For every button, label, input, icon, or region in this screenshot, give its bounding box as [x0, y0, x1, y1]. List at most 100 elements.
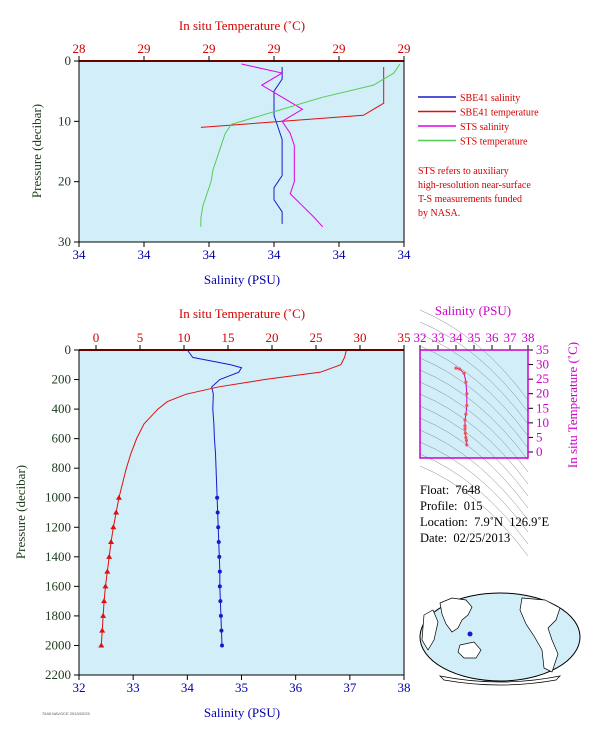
ts-point: [462, 371, 466, 375]
location: Location: 7.9˚N 126.9˚E: [420, 515, 550, 529]
ts-density-contour: [419, 321, 529, 413]
bot-temperature-marker: [104, 568, 111, 574]
ts-density-contour: [419, 369, 529, 461]
ts-density-contour: [419, 333, 529, 425]
top-sal-tick-label: 34: [398, 247, 412, 262]
top-pressure-ticks: 0 10 20 30: [58, 53, 79, 249]
bot-pres-tick-label: 400: [52, 401, 72, 416]
map-americas-landmass: [519, 597, 561, 673]
legend-label: STS temperature: [460, 137, 528, 148]
ts-sal-tick-label: 32: [414, 330, 427, 345]
top-sal-tick-label: 34: [138, 247, 152, 262]
legend-note-line-1: STS refers to auxiliary: [418, 166, 509, 177]
bot-salinity-marker: [218, 599, 223, 604]
bot-sal-tick-label: 35: [235, 680, 248, 695]
top-sal-tick-label: 34: [203, 247, 217, 262]
top-sbe41-salinity-line: [273, 67, 283, 224]
bot-pres-tick-label: 2000: [45, 637, 71, 652]
profile-number: Profile: 015: [420, 499, 483, 513]
ts-point: [454, 366, 458, 370]
ts-salinity-axis-title: Salinity (PSU): [435, 303, 511, 318]
bot-pres-tick-label: 1800: [45, 608, 71, 623]
ts-diagram-panel: Salinity (PSU) 32 33 34 35 36 37 38 3530252015…: [414, 303, 580, 557]
top-sts-salinity-line: [241, 63, 324, 228]
bot-temp-tick-label: 15: [222, 330, 235, 345]
bot-sal-tick-label: 33: [127, 680, 140, 695]
ts-density-contour: [419, 309, 529, 401]
world-map: [419, 592, 581, 686]
bot-sal-tick-label: 36: [289, 680, 303, 695]
bot-pres-tick-label: 200: [52, 372, 72, 387]
ts-density-contour: [419, 429, 529, 521]
bot-temp-tick-label: 20: [266, 330, 279, 345]
bot-temperature-marker: [98, 642, 105, 648]
bottom-plot-background: [79, 350, 404, 675]
bot-sal-tick-label: 34: [181, 680, 195, 695]
bot-temperature-marker: [108, 539, 115, 545]
top-sal-tick-label: 34: [268, 247, 282, 262]
bot-salinity-marker: [217, 584, 222, 589]
bottom-pressure-axis-title: Pressure (decibar): [13, 465, 28, 559]
top-pres-tick-label: 30: [58, 234, 71, 249]
ts-point: [463, 418, 467, 422]
ts-sal-tick-label: 33: [432, 330, 445, 345]
legend-label: STS salinity: [460, 122, 509, 133]
legend-label: SBE41 salinity: [460, 93, 520, 104]
bot-pres-tick-label: 1400: [45, 549, 71, 564]
ts-density-contour: [419, 417, 529, 509]
ts-density-contour: [419, 441, 529, 533]
top-temp-tick-label: 29: [333, 41, 346, 56]
legend: SBE41 salinity SBE41 temperature STS salin…: [418, 93, 539, 219]
ts-temp-tick-label: 0: [536, 444, 543, 459]
top-temp-tick-label: 29: [268, 41, 281, 56]
bot-temp-tick-label: 35: [398, 330, 411, 345]
map-asia-landmass: [439, 597, 473, 633]
bottom-plot-frame: [78, 349, 405, 676]
legend-note-line-4: by NASA.: [418, 208, 460, 219]
ts-density-contours: [419, 309, 529, 557]
ts-sal-tick-label: 35: [468, 330, 481, 345]
bot-temperature-marker: [110, 524, 117, 530]
top-pres-tick-label: 10: [58, 113, 71, 128]
ts-point: [463, 424, 467, 428]
float-location-marker: [467, 631, 473, 637]
bot-salinity-marker: [216, 525, 221, 530]
bot-pres-tick-label: 1200: [45, 519, 71, 534]
bot-pres-tick-label: 0: [65, 342, 72, 357]
ts-sal-tick-label: 34: [450, 330, 464, 345]
top-temp-tick-label: 29: [138, 41, 151, 56]
bot-temperature-marker: [101, 598, 108, 604]
ts-temp-tick-label: 20: [536, 386, 549, 401]
top-temperature-axis-title: In situ Temperature (˚C): [179, 18, 305, 33]
bot-salinity-marker: [218, 613, 223, 618]
bottom-pressure-ticks: 0 200 400 600 800 1000 1200 1400 1600 1800 2000 220…: [45, 342, 79, 682]
ts-point: [464, 435, 468, 440]
bottom-salinity-axis-title: Salinity (PSU): [204, 705, 280, 720]
bot-sal-tick-label: 32: [73, 680, 86, 695]
ts-temp-tick-label: 35: [536, 342, 549, 357]
bot-salinity-marker: [219, 628, 224, 633]
top-sal-tick-label: 34: [333, 247, 347, 262]
ts-density-contour: [419, 393, 529, 485]
ts-sal-tick-label: 38: [522, 330, 535, 345]
top-sal-tick-label: 34: [73, 247, 87, 262]
bot-salinity-marker: [215, 495, 220, 500]
ts-density-contour: [419, 465, 529, 557]
bot-sal-tick-label: 37: [343, 680, 357, 695]
ts-temp-tick-label: 5: [536, 429, 543, 444]
ts-density-contour: [419, 345, 529, 437]
bot-temperature-marker: [102, 583, 109, 589]
ts-density-contour: [419, 405, 529, 497]
ts-density-contour: [419, 453, 529, 545]
legend-note-line-3: T-S measurements funded: [418, 194, 522, 205]
bot-temp-tick-label: 25: [310, 330, 323, 345]
ts-point: [464, 412, 468, 416]
top-series-group: [200, 63, 401, 228]
bottom-series-group: [98, 349, 347, 648]
float-info-block: Float: 7648 Profile: 015 Location: 7.9˚N 1…: [420, 482, 549, 546]
ts-point: [465, 403, 469, 408]
bot-temp-tick-label: 5: [137, 330, 144, 345]
bot-pres-tick-label: 600: [52, 431, 72, 446]
